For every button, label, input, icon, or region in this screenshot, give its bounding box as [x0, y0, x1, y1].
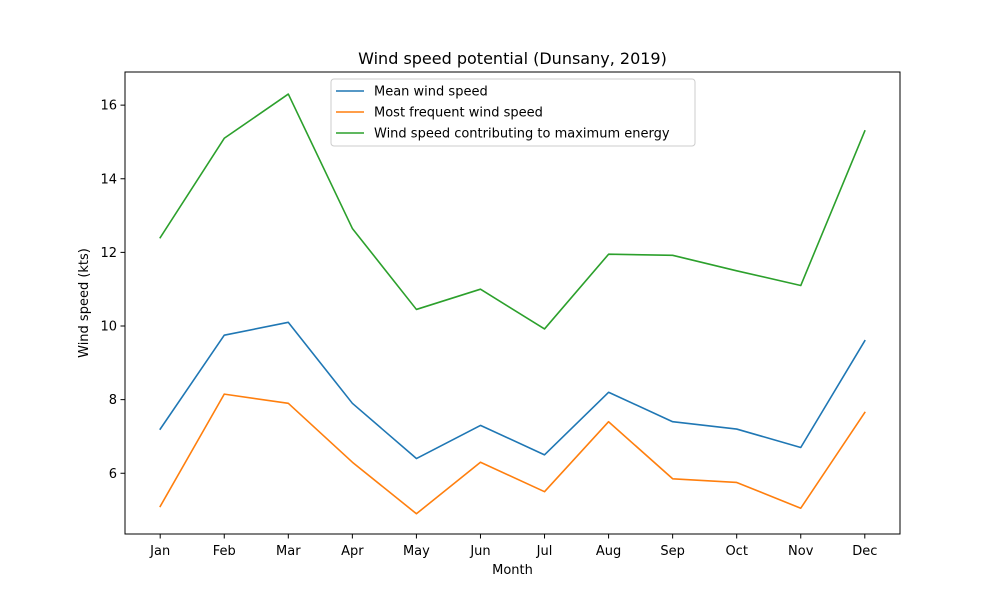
- x-tick-label-jan: Jan: [149, 544, 170, 559]
- x-tick-label-oct: Oct: [725, 544, 747, 559]
- legend-label-0: Mean wind speed: [374, 85, 488, 100]
- x-tick-label-may: May: [403, 544, 430, 559]
- series-line-2: [159, 93, 866, 330]
- x-tick-label-jun: Jun: [469, 544, 490, 559]
- y-tick-label-12: 12: [100, 246, 117, 261]
- x-tick-label-mar: Mar: [276, 544, 301, 559]
- x-axis: Jan Feb Mar Apr May Jun Jul Aug Sep Oct Nov Dec: [149, 534, 877, 559]
- x-tick-label-feb: Feb: [213, 544, 236, 559]
- legend-label-1: Most frequent wind speed: [374, 106, 543, 121]
- legend-label-2: Wind speed contributing to maximum energ…: [374, 127, 670, 142]
- x-tick-label-aug: Aug: [596, 544, 621, 559]
- x-tick-label-apr: Apr: [341, 544, 364, 559]
- y-axis: 6 8 10 12 14 16: [100, 99, 125, 482]
- series-layer: [159, 93, 866, 515]
- y-tick-label-14: 14: [100, 172, 117, 187]
- x-tick-label-sep: Sep: [660, 544, 685, 559]
- chart-title: Wind speed potential (Dunsany, 2019): [358, 49, 667, 68]
- x-axis-label: Month: [492, 563, 533, 578]
- y-tick-label-8: 8: [109, 393, 117, 408]
- x-tick-label-nov: Nov: [788, 544, 814, 559]
- y-axis-label: Wind speed (kts): [77, 248, 92, 358]
- legend-box: [330, 78, 696, 147]
- legend: Mean wind speed Most frequent wind speed W…: [330, 78, 696, 147]
- series-line-1: [159, 393, 866, 515]
- series-line-0: [159, 321, 866, 460]
- x-tick-label-jul: Jul: [536, 544, 553, 559]
- x-tick-label-dec: Dec: [852, 544, 877, 559]
- y-tick-label-10: 10: [100, 320, 117, 335]
- y-tick-label-6: 6: [109, 467, 117, 482]
- y-tick-label-16: 16: [100, 99, 117, 114]
- plot-frame: [124, 71, 901, 535]
